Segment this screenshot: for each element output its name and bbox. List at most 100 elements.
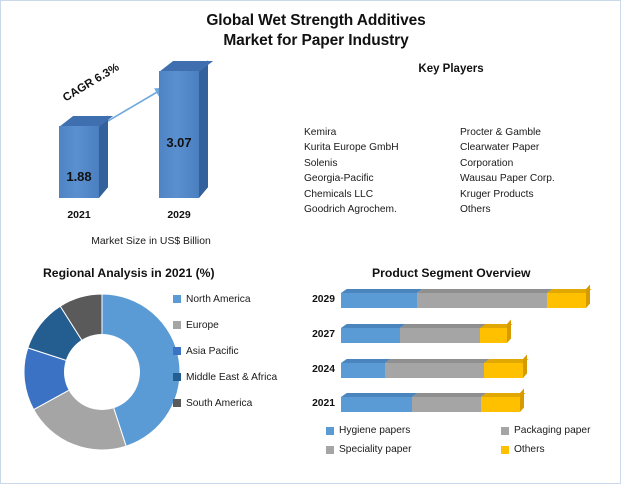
key-players-column-left: Kemira Kurita Europe GmbH Solenis Georgi… — [304, 125, 399, 217]
stack-row: 2024 — [301, 354, 611, 381]
legend-swatch-icon — [173, 373, 181, 381]
product-segment-chart: 2029 2027 2024 2021 — [301, 284, 611, 424]
stack-segment — [480, 397, 520, 412]
legend-swatch-icon — [173, 321, 181, 329]
stack-segment-side — [507, 319, 511, 343]
legend-item-speciality-paper: Speciality paper — [326, 444, 501, 455]
legend-item-hygiene-papers: Hygiene papers — [326, 425, 501, 436]
donut-slice — [101, 293, 181, 447]
legend-item-north-america: North America — [173, 293, 298, 306]
key-players-heading: Key Players — [418, 63, 484, 75]
stack-segment — [416, 293, 547, 308]
donut-slice — [23, 347, 104, 411]
bar-2029-value: 3.07 — [166, 135, 192, 150]
legend-label: Middle East & Africa — [186, 372, 278, 383]
legend-label: Others — [514, 444, 545, 455]
regional-analysis-heading: Regional Analysis in 2021 (%) — [43, 266, 215, 280]
bar-2021 — [59, 115, 114, 198]
stack-segment-top — [546, 289, 592, 293]
stack-segment — [412, 397, 481, 412]
stack-segment — [399, 328, 481, 343]
bar-2029-side — [199, 60, 208, 198]
legend-label: Europe — [186, 320, 219, 331]
key-player-item: Wausau Paper Corp. — [460, 173, 555, 185]
stack-row-bars — [341, 354, 529, 381]
stack-row-year: 2024 — [312, 364, 335, 375]
stack-segment — [546, 293, 586, 308]
legend-row: Speciality paper Others — [326, 444, 606, 455]
stack-segment — [484, 363, 523, 378]
legend-item-middle-east-africa: Middle East & Africa — [173, 371, 298, 384]
key-players-column-right: Procter & Gamble Clearwater Paper Corpor… — [460, 125, 555, 217]
stack-segment — [341, 328, 400, 343]
key-player-item: Kemira — [304, 127, 337, 138]
stack-segment-side — [523, 354, 527, 378]
stack-segment-top — [412, 393, 487, 397]
stack-segment-top — [416, 289, 553, 293]
stack-segment-top — [341, 359, 391, 363]
stack-row-year: 2021 — [312, 398, 335, 409]
legend-item-asia-pacific: Asia Pacific — [173, 345, 298, 358]
stack-row-bars — [341, 319, 513, 346]
legend-swatch-icon — [173, 347, 181, 355]
legend-item-others: Others — [501, 444, 545, 455]
bar-2021-face — [59, 126, 99, 198]
stack-segment-top — [480, 393, 526, 397]
stack-segment-top — [384, 359, 490, 363]
legend-label: Asia Pacific — [186, 346, 239, 357]
stack-segment — [341, 397, 413, 412]
legend-swatch-icon — [501, 445, 509, 454]
key-player-item: Others — [460, 204, 491, 216]
key-player-item: Corporation — [460, 157, 514, 169]
legend-item-europe: Europe — [173, 319, 298, 332]
bar-2029 — [159, 60, 214, 198]
page-title-line-1: Global Wet Strength Additives — [206, 12, 426, 29]
stack-row-bars — [341, 284, 592, 311]
regional-legend: North America Europe Asia Pacific Middle… — [173, 293, 298, 423]
product-segment-legend: Hygiene papers Packaging paper Specialit… — [326, 425, 606, 463]
stack-segment-side — [586, 284, 590, 308]
key-player-item: Kruger Products — [460, 188, 534, 200]
key-player-item: Procter & Gamble — [460, 127, 541, 138]
stack-row-year: 2027 — [312, 329, 335, 340]
stack-segment-top — [341, 324, 406, 328]
market-size-caption: Market Size in US$ Billion — [91, 236, 211, 247]
legend-label: North America — [186, 294, 251, 305]
bar-2021-side — [99, 115, 108, 198]
legend-label: Speciality paper — [339, 444, 412, 455]
key-player-item: Clearwater Paper — [460, 142, 540, 154]
donut-hole — [64, 334, 140, 410]
legend-item-south-america: South America — [173, 397, 298, 410]
stack-segment — [384, 363, 485, 378]
page-title: Global Wet Strength Additives Market for… — [121, 11, 511, 51]
stack-segment — [480, 328, 507, 343]
key-player-item: Chemicals LLC — [304, 188, 374, 200]
legend-swatch-icon — [173, 399, 181, 407]
key-player-item: Kurita Europe GmbH — [304, 142, 399, 154]
stack-row: 2021 — [301, 388, 611, 415]
donut-svg — [23, 293, 181, 451]
legend-swatch-icon — [173, 295, 181, 303]
legend-item-packaging-paper: Packaging paper — [501, 425, 590, 436]
market-size-bar-chart: 1.88 3.07 2021 2029 — [41, 60, 271, 256]
legend-label: South America — [186, 398, 253, 409]
legend-swatch-icon — [326, 426, 334, 435]
key-player-item: Georgia-Pacific — [304, 173, 374, 185]
stack-row-bars — [341, 388, 526, 415]
stack-row: 2027 — [301, 319, 611, 346]
stack-segment-top — [341, 289, 423, 293]
stack-segment-top — [399, 324, 486, 328]
legend-label: Hygiene papers — [339, 425, 411, 436]
legend-row: Hygiene papers Packaging paper — [326, 425, 606, 436]
stack-segment-side — [520, 388, 524, 412]
bar-2021-value: 1.88 — [66, 169, 92, 184]
regional-donut-chart — [19, 289, 185, 455]
stack-row: 2029 — [301, 284, 611, 311]
key-player-item: Goodrich Agrochem. — [304, 204, 397, 216]
legend-swatch-icon — [501, 426, 509, 435]
legend-label: Packaging paper — [514, 425, 591, 436]
stack-segment — [341, 363, 385, 378]
product-segment-heading: Product Segment Overview — [372, 266, 531, 280]
bar-category-2029: 2029 — [167, 209, 191, 221]
